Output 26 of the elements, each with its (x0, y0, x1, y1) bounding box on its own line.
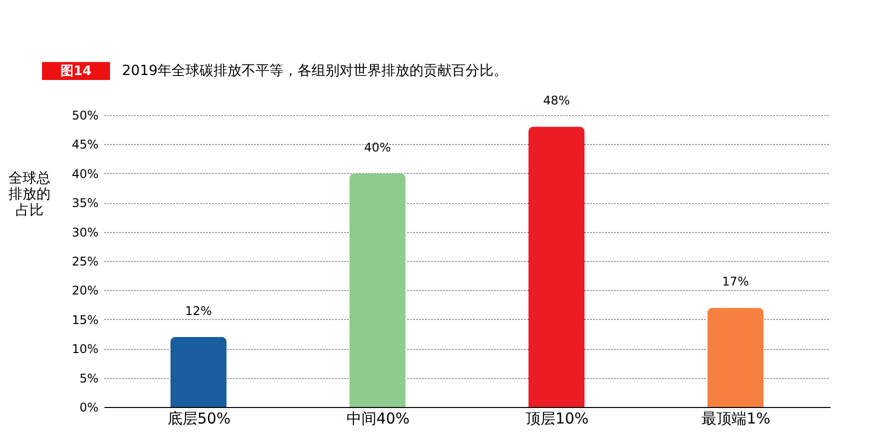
x-tick-label: 底层50% (167, 410, 231, 428)
chart-title: 2019年全球碳排放不平等，各组别对世界排放的贡献百分比。 (122, 63, 508, 79)
data-label: 48% (543, 94, 570, 108)
y-tick-label: 15% (72, 312, 98, 327)
data-label: 40% (364, 140, 391, 154)
y-tick-label: 50% (72, 108, 98, 122)
y-tick-label: 20% (72, 284, 98, 298)
y-tick-label: 10% (72, 342, 98, 356)
x-tick-label: 最顶端1% (702, 410, 770, 428)
bar (708, 308, 764, 407)
y-tick-label: 25% (72, 254, 98, 268)
bar (528, 126, 584, 407)
y-axis-title: 全球总排放的占比 (8, 170, 50, 218)
y-tick-label: 30% (72, 225, 98, 240)
x-tick-label: 顶层10% (525, 410, 589, 428)
data-label: 12% (185, 304, 212, 318)
data-label: 17% (722, 274, 749, 289)
caption: 图14 (60, 64, 92, 79)
x-tick-label: 中间40% (346, 410, 410, 428)
y-tick-label: 0% (79, 400, 98, 414)
y-tick-label: 35% (72, 196, 98, 210)
y-tick-label: 40% (72, 166, 98, 181)
bar (350, 173, 406, 407)
bar (170, 336, 226, 407)
y-tick-label: 45% (72, 138, 98, 152)
y-tick-label: 5% (79, 371, 98, 386)
